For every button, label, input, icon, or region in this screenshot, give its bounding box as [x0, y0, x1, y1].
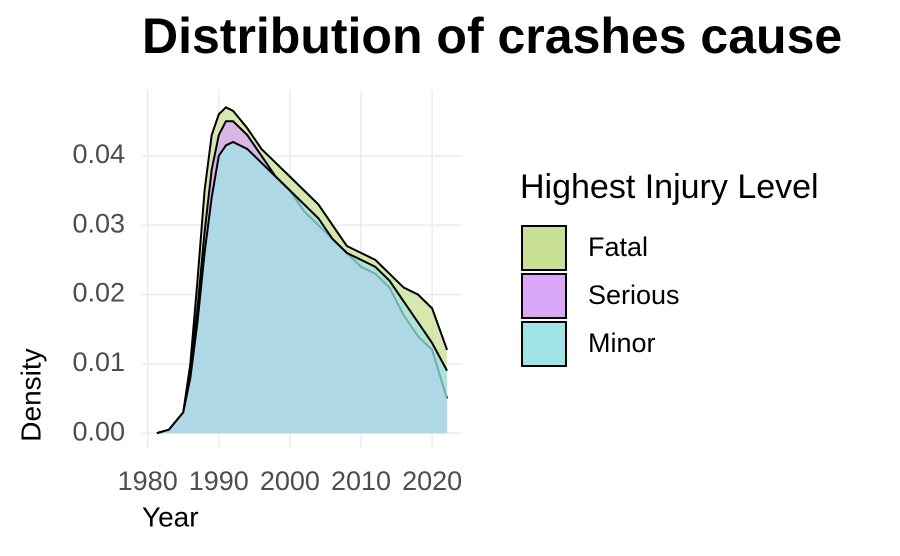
x-tick-label: 2020 — [402, 466, 462, 496]
y-tick-label: 0.02 — [72, 278, 125, 308]
y-tick-label: 0.04 — [72, 139, 125, 169]
y-tick-label: 0.03 — [72, 208, 125, 238]
legend-label: Fatal — [588, 232, 648, 262]
y-axis-title: Density — [15, 348, 46, 441]
x-tick-label: 1990 — [189, 466, 249, 496]
x-axis-title: Year — [142, 501, 199, 532]
density-line — [156, 106, 449, 435]
density-line — [156, 140, 448, 435]
legend-key — [521, 273, 567, 319]
x-tick-label: 1980 — [118, 466, 178, 496]
legend-label: Serious — [588, 280, 680, 310]
x-tick-label: 2010 — [331, 466, 391, 496]
chart-title: Distribution of crashes cause — [142, 8, 842, 64]
legend-label: Minor — [588, 328, 656, 358]
density-area — [156, 141, 448, 434]
legend-key — [521, 321, 567, 367]
y-tick-label: 0.00 — [72, 416, 125, 446]
y-tick-label: 0.01 — [72, 347, 125, 377]
x-tick-label: 2000 — [260, 466, 320, 496]
legend-key — [521, 225, 567, 271]
legend-title: Highest Injury Level — [520, 168, 819, 206]
